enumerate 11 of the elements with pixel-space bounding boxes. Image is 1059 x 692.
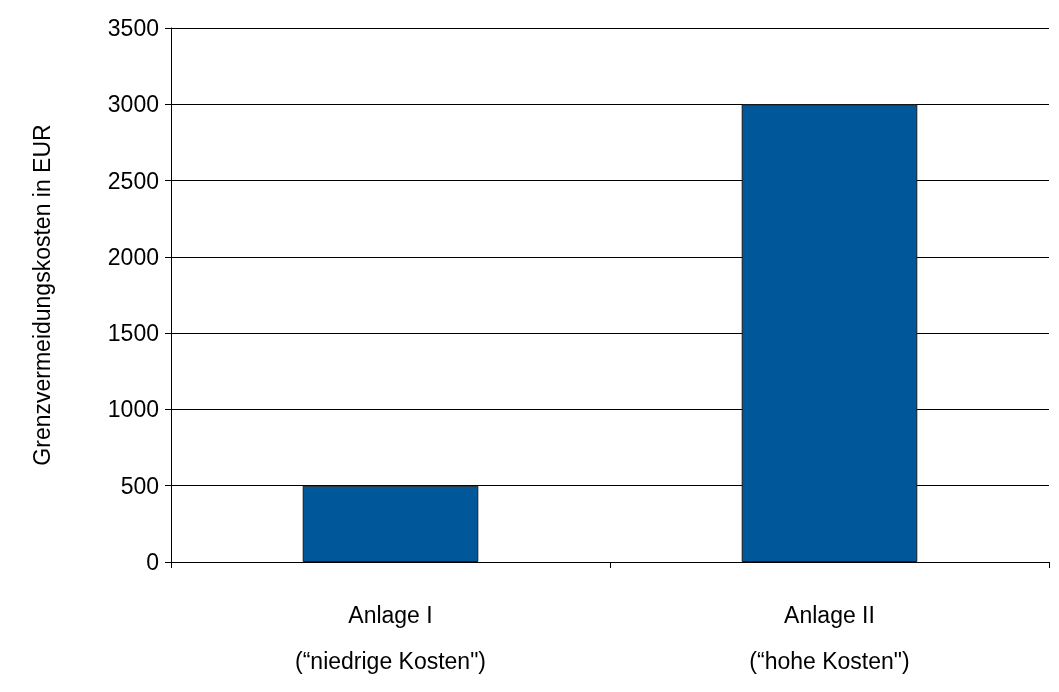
y-tick-label: 1500: [107, 320, 159, 347]
y-tick-label: 500: [120, 472, 159, 499]
y-tick-label: 1000: [107, 396, 159, 423]
y-tick-label: 0: [146, 549, 159, 575]
x-tick-label: Anlage I (“niedrige Kosten"): [295, 602, 486, 674]
y-tick-label: 2000: [107, 243, 159, 270]
y-axis-title: Grenzvermeidungskosten in EUR: [28, 124, 55, 466]
y-tick-label: 3500: [107, 15, 159, 41]
y-tick-label: 3000: [107, 91, 159, 118]
y-tick-label: 2500: [107, 167, 159, 194]
x-tick-label: Anlage II (“hohe Kosten"): [749, 602, 910, 674]
